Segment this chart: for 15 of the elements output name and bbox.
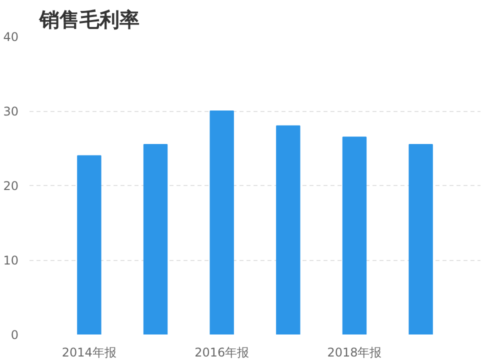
y-tick-label: 20: [3, 179, 19, 193]
y-tick-label: 40: [3, 30, 19, 44]
bar: [276, 125, 300, 334]
bar: [143, 144, 168, 334]
bar: [210, 110, 234, 334]
x-tick-label: 2016年报: [194, 346, 250, 360]
bar: [342, 136, 367, 334]
bar: [408, 144, 433, 334]
bar: [77, 155, 102, 334]
chart-title: 销售毛利率: [38, 8, 140, 32]
y-tick-label: 0: [10, 328, 19, 342]
y-tick-label: 30: [3, 104, 19, 118]
y-tick-label: 10: [3, 254, 19, 268]
x-tick-label: 2014年报: [62, 346, 116, 360]
x-tick-label: 2018年报: [327, 346, 382, 360]
